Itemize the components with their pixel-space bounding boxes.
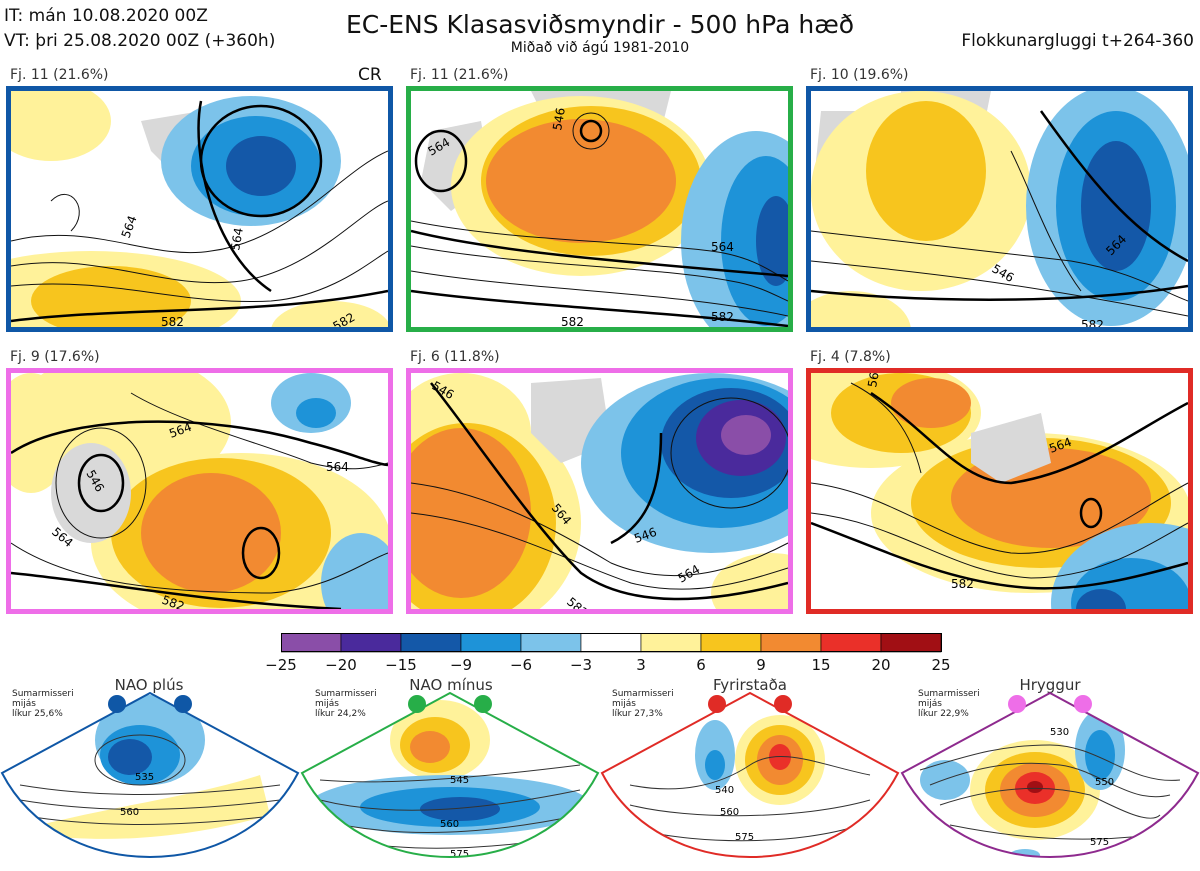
colorbar-cell [340, 633, 402, 653]
regime-1-title: NAO plús [114, 676, 184, 694]
colorbar-cell [760, 633, 822, 653]
colorbar-cell [580, 633, 642, 653]
panel-6-contour-a: 564 [865, 373, 883, 389]
valid-time: VT: þri 25.08.2020 00Z (+360h) [4, 31, 276, 51]
cluster-panel-5: 546 546 564 564 582 [406, 368, 793, 614]
issue-time: IT: mán 10.08.2020 00Z [4, 6, 208, 26]
colorbar-tick-label: 25 [931, 656, 951, 674]
regime-2-contour-b: 560 [440, 819, 459, 830]
regime-2-description: Sumarmisseri mijás líkur 24,2% [315, 689, 377, 719]
regime-4-dot-right [1074, 695, 1092, 713]
regime-map-ridge: 530 550 575 [900, 691, 1200, 858]
panel-2-contour-e: 582 [711, 310, 734, 324]
colorbar-tick-label: 20 [871, 656, 891, 674]
regime-1-dot-left [108, 695, 126, 713]
panel-5-label: Fj. 6 (11.8%) [410, 349, 500, 365]
cluster-map-2: 546 564 564 582 582 [411, 91, 788, 327]
regime-1-dot-right [174, 695, 192, 713]
colorbar-tick-label: −15 [385, 656, 417, 674]
colorbar-tick-label: −9 [449, 656, 473, 674]
regime-2-contour-a: 545 [450, 775, 469, 786]
cluster-panel-6: 564 564 582 [806, 368, 1193, 614]
panel-4-label: Fj. 9 (17.6%) [10, 349, 100, 365]
panel-1-contour-a: 564 [228, 227, 246, 252]
regime-4-description: Sumarmisseri mijás líkur 22,9% [918, 689, 980, 719]
page-subtitle: Miðað við ágú 1981-2010 [510, 40, 690, 56]
panel-4-contour-d: 564 [326, 460, 349, 474]
panel-1-contour-c: 582 [161, 315, 184, 327]
regime-1-description: Sumarmisseri mijás líkur 25,6% [12, 689, 74, 719]
panel-2-contour-c: 564 [711, 240, 734, 254]
cluster-panel-3: 546 564 582 [806, 86, 1193, 332]
panel-2-contour-d: 582 [561, 315, 584, 327]
regime-3-contour-a: 540 [715, 785, 734, 796]
regime-3-dot-right [774, 695, 792, 713]
cluster-panel-2: 546 564 564 582 582 [406, 86, 793, 332]
panel-6-contour-c: 582 [951, 577, 974, 591]
page-title: EC-ENS Klasasviðsmyndir - 500 hPa hæð [345, 10, 855, 39]
regime-map-nao-minus: 545 560 575 [300, 691, 600, 860]
regime-3-contour-c: 575 [735, 832, 754, 843]
colorbar-cell [460, 633, 522, 653]
panel-1-label: Fj. 11 (21.6%) [10, 67, 109, 83]
regime-4-dot-left [1008, 695, 1026, 713]
cluster-map-3: 546 564 582 [811, 91, 1188, 327]
regime-3-description: Sumarmisseri mijás líkur 27,3% [612, 689, 674, 719]
colorbar-tick-label: −3 [569, 656, 593, 674]
colorbar-cell [281, 633, 342, 653]
colorbar-cell [400, 633, 462, 653]
regime-3-contour-b: 560 [720, 807, 739, 818]
regime-map-nao-plus: 535 560 [0, 691, 300, 858]
colorbar [281, 633, 942, 653]
colorbar-cell [640, 633, 702, 653]
cluster-map-6: 564 564 582 [811, 373, 1188, 609]
colorbar-tick-label: 9 [756, 656, 766, 674]
regime-2-dot-right [474, 695, 492, 713]
regime-1-contour-b: 560 [120, 807, 139, 818]
cluster-map-5: 546 546 564 564 582 [411, 373, 788, 609]
colorbar-tick-label: −25 [265, 656, 297, 674]
regime-4-title: Hryggur [1019, 676, 1081, 694]
panel-1-cr-label: CR [358, 65, 382, 85]
cluster-panel-4: 546 564 564 564 582 [6, 368, 393, 614]
regime-2-title: NAO mínus [409, 676, 493, 694]
colorbar-tick-label: −20 [325, 656, 357, 674]
regime-4-contour-c: 575 [1090, 837, 1109, 848]
colorbar-cell [700, 633, 762, 653]
colorbar-cell [880, 633, 942, 653]
classification-window: Flokkunargluggi t+264-360 [961, 31, 1194, 51]
regime-1-contour-a: 535 [135, 772, 154, 783]
regime-2-dot-left [408, 695, 426, 713]
cluster-map-4: 546 564 564 564 582 [11, 373, 388, 609]
colorbar-cell [520, 633, 582, 653]
panel-2-label: Fj. 11 (21.6%) [410, 67, 509, 83]
panel-3-label: Fj. 10 (19.6%) [810, 67, 909, 83]
colorbar-tick-label: −6 [509, 656, 533, 674]
regime-4-contour-b: 550 [1095, 777, 1114, 788]
regime-3-title: Fyrirstaða [713, 676, 787, 694]
colorbar-tick-label: 3 [636, 656, 646, 674]
panel-6-label: Fj. 4 (7.8%) [810, 349, 891, 365]
regime-4-contour-a: 530 [1050, 727, 1069, 738]
regime-3-dot-left [708, 695, 726, 713]
colorbar-tick-label: 6 [696, 656, 706, 674]
panel-2-contour-a: 546 [550, 107, 568, 132]
cluster-map-1: 564 564 582 582 [11, 91, 388, 327]
regime-map-blocking: 540 560 575 [600, 691, 900, 858]
colorbar-tick-label: 15 [811, 656, 831, 674]
regime-2-contour-c: 575 [450, 849, 469, 860]
cluster-panel-1: 564 564 582 582 [6, 86, 393, 332]
panel-3-contour-c: 582 [1081, 318, 1104, 327]
colorbar-cell [820, 633, 882, 653]
